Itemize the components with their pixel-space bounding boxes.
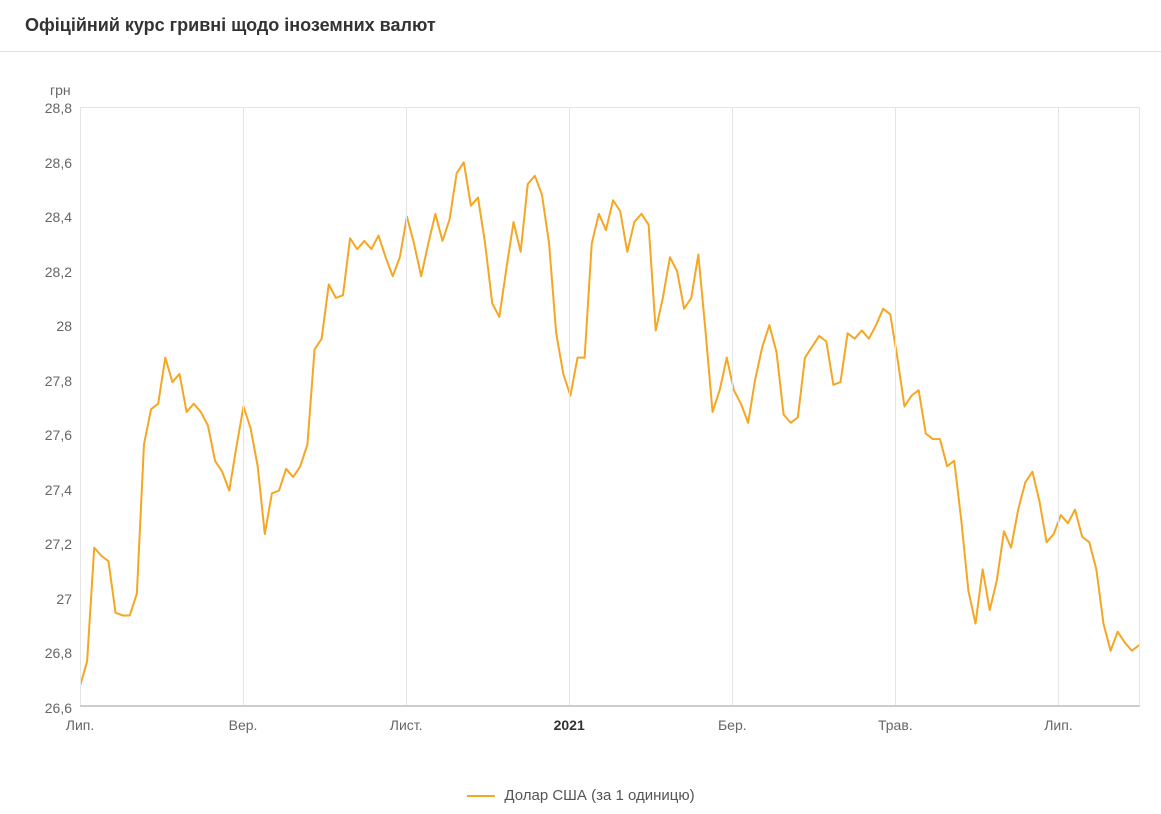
chart-title: Офіційний курс гривні щодо іноземних вал…	[25, 15, 1136, 36]
y-tick-label: 26,6	[45, 700, 72, 716]
x-tick-label: 2021	[554, 717, 585, 733]
y-tick-label: 28,8	[45, 100, 72, 116]
y-tick-label: 27,8	[45, 373, 72, 389]
legend-swatch	[466, 795, 494, 797]
grid-line	[1058, 108, 1059, 705]
y-tick-label: 27	[56, 591, 72, 607]
y-axis-unit: грн	[50, 82, 71, 98]
y-tick-label: 28,6	[45, 155, 72, 171]
grid-line	[406, 108, 407, 705]
x-tick-label: Бер.	[718, 717, 747, 733]
y-tick-label: 28	[56, 318, 72, 334]
y-tick-label: 26,8	[45, 645, 72, 661]
x-tick-label: Лип.	[1044, 717, 1072, 733]
x-tick-label: Лип.	[66, 717, 94, 733]
x-tick-label: Вер.	[229, 717, 258, 733]
grid-line	[569, 108, 570, 705]
x-tick-label: Трав.	[878, 717, 913, 733]
chart-legend: Долар США (за 1 одиницю)	[466, 787, 694, 804]
y-tick-label: 27,4	[45, 482, 72, 498]
chart-header: Офіційний курс гривні щодо іноземних вал…	[0, 0, 1161, 52]
grid-line	[732, 108, 733, 705]
plot-area: 26,626,82727,227,427,627,82828,228,428,6…	[80, 107, 1140, 707]
y-tick-label: 27,6	[45, 427, 72, 443]
y-tick-label: 28,4	[45, 209, 72, 225]
legend-label: Долар США (за 1 одиницю)	[504, 787, 694, 804]
chart-container: грн 26,626,82727,227,427,627,82828,228,4…	[0, 52, 1161, 752]
series-line	[80, 162, 1139, 686]
grid-line	[895, 108, 896, 705]
grid-line	[80, 108, 81, 705]
line-chart-svg	[80, 108, 1139, 705]
x-tick-label: Лист.	[390, 717, 423, 733]
grid-line	[243, 108, 244, 705]
y-tick-label: 28,2	[45, 264, 72, 280]
y-tick-label: 27,2	[45, 536, 72, 552]
